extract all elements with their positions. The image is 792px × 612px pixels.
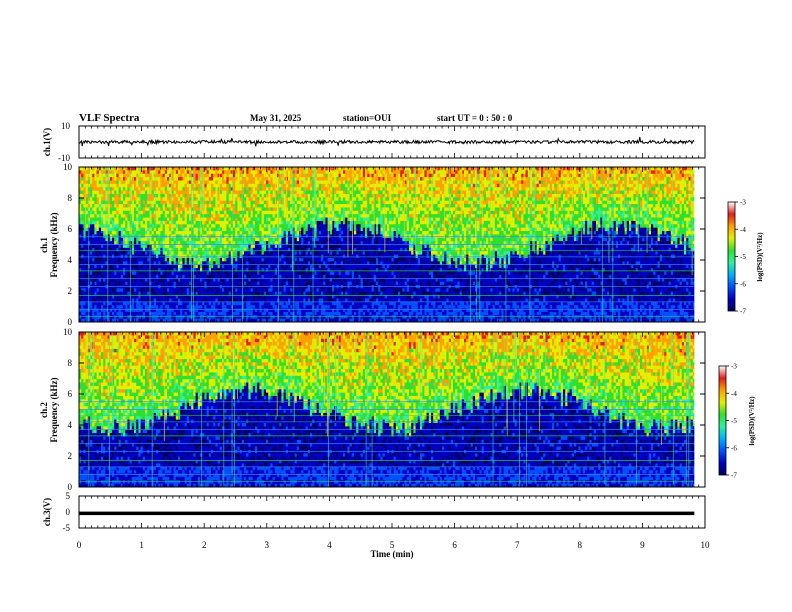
vlf-figure: 10 -10 ch.1(V) 0246810 ch.1 Frequency (k… [0, 0, 792, 612]
ch1-ylabel: ch.1(V) [42, 128, 52, 156]
cbt1-label--7: -7 [740, 308, 746, 316]
yt1-label-4: 4 [68, 255, 73, 265]
x-tick-label-3: 3 [265, 540, 270, 550]
x-tick-label-0: 0 [77, 540, 82, 550]
yt1-label-10: 10 [63, 162, 73, 172]
ch2-channel-label: ch.2 [39, 402, 49, 418]
yt1-label-8: 8 [68, 193, 73, 203]
yt2-label-2: 2 [68, 451, 73, 461]
ch3-ytick-bottom: -5 [63, 523, 71, 533]
ch1-colorbar-ticks: -7 -6 -5 -4 -3 [735, 199, 746, 316]
cbt1-label--6: -6 [740, 280, 746, 288]
cbt2-label--5: -5 [731, 417, 737, 425]
yt2-label-8: 8 [68, 358, 73, 368]
ch1-spectrogram-image [79, 167, 705, 322]
ch2-colorbar: -7 -6 -5 -4 -3 log(PSD)(V²/Hz) [719, 363, 756, 480]
ch1-colorbar-scale [728, 202, 735, 311]
x-tick-label-7: 7 [515, 540, 520, 550]
ch1-spectrogram-panel: 0 2 4 6 8 10 ch.1 Frequency (kHz) [39, 162, 705, 327]
cbt2-label--6: -6 [731, 444, 737, 452]
yt2-label-10: 10 [63, 327, 73, 337]
ch3-ylabel: ch.3(V) [42, 498, 52, 526]
ch2-colorbar-label: log(PSD)(V²/Hz) [748, 396, 756, 446]
ch2-colorbar-scale [719, 366, 726, 475]
x-tick-label-6: 6 [452, 540, 457, 550]
ch2-colorbar-ticks: -7 -6 -5 -4 -3 [726, 363, 737, 480]
x-tick-label-1: 1 [139, 540, 144, 550]
ch1-frequency-ylabel: Frequency (kHz) [49, 212, 59, 277]
cbt2-label--4: -4 [731, 390, 737, 398]
ch1-ytick-top: 10 [61, 121, 71, 131]
ch2-spectrogram-image [79, 332, 705, 487]
yt2-label-6: 6 [68, 389, 73, 399]
ch1-colorbar-label: log(PSD)(V²/Hz) [756, 232, 764, 282]
x-axis-label: Time (min) [370, 549, 413, 559]
cbt1-label--4: -4 [740, 226, 746, 234]
cbt1-label--5: -5 [740, 253, 746, 261]
x-tick-label-4: 4 [327, 540, 332, 550]
yt1-label-6: 6 [68, 224, 73, 234]
x-tick-label-10: 10 [701, 540, 711, 550]
cbt2-label--3: -3 [731, 363, 737, 371]
ch1-channel-label: ch.1 [39, 237, 49, 253]
yt1-label-0: 0 [68, 317, 73, 327]
ch1-colorbar: -7 -6 -5 -4 -3 log(PSD)(V²/Hz) [728, 199, 764, 316]
ch3-ytick-top: 5 [66, 491, 71, 501]
ch2-frequency-ylabel: Frequency (kHz) [49, 377, 59, 442]
ch3-ytick-mid: 0 [66, 507, 71, 517]
yt1-label-2: 2 [68, 286, 73, 296]
cbt1-label--3: -3 [740, 199, 746, 207]
x-tick-label-2: 2 [202, 540, 207, 550]
x-tick-label-8: 8 [578, 540, 583, 550]
yt2-label-4: 4 [68, 420, 73, 430]
x-tick-label-9: 9 [640, 540, 645, 550]
ch3-waveform-trace [79, 512, 694, 515]
cbt2-label--7: -7 [731, 472, 737, 480]
